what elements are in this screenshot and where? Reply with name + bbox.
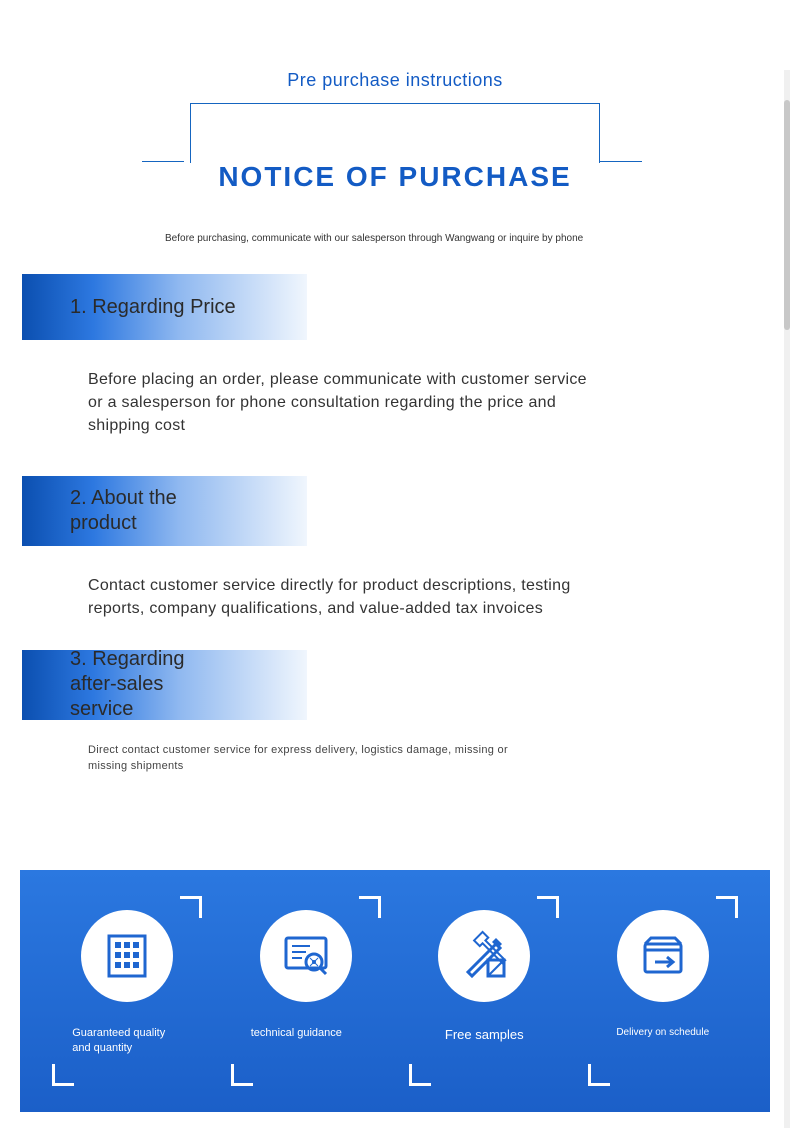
- corner-bracket-icon: [359, 896, 381, 918]
- corner-bracket-icon: [231, 1064, 253, 1086]
- footer-card-caption: Guaranteed quality and quantity: [72, 1026, 182, 1056]
- section-heading-label: 1. Regarding Price: [22, 295, 236, 320]
- corner-bracket-icon: [716, 896, 738, 918]
- pre-purchase-title: Pre purchase instructions: [105, 70, 685, 91]
- section-3: 3. Regarding after-sales service Direct c…: [0, 650, 790, 775]
- corner-bracket-icon: [180, 896, 202, 918]
- corner-bracket-icon: [409, 1064, 431, 1086]
- corner-bracket-icon: [588, 1064, 610, 1086]
- section-heading-bar: 1. Regarding Price: [22, 274, 307, 340]
- section-1: 1. Regarding Price Before placing an orde…: [0, 274, 790, 438]
- scrollbar-thumb[interactable]: [784, 100, 790, 330]
- section-body: Contact customer service directly for pr…: [88, 574, 588, 620]
- header-subtitle: Before purchasing, communicate with our …: [105, 233, 685, 244]
- sections-container: 1. Regarding Price Before placing an orde…: [0, 274, 790, 775]
- footer-card-caption: Delivery on schedule: [608, 1026, 718, 1040]
- section-body: Direct contact customer service for expr…: [88, 742, 538, 775]
- corner-bracket-icon: [537, 896, 559, 918]
- footer-panel: Guaranteed quality and quantity technical…: [20, 870, 770, 1112]
- section-2: 2. About the product Contact customer ser…: [0, 476, 790, 620]
- report-icon: [260, 910, 352, 1002]
- section-heading-bar: 3. Regarding after-sales service: [22, 650, 307, 720]
- corner-bracket-icon: [52, 1064, 74, 1086]
- tools-icon: [438, 910, 530, 1002]
- building-icon: [81, 910, 173, 1002]
- box-arrow-icon: [617, 910, 709, 1002]
- section-body: Before placing an order, please communic…: [88, 368, 588, 438]
- section-heading-label: 2. About the product: [22, 486, 192, 536]
- main-title: NOTICE OF PURCHASE: [208, 161, 581, 193]
- footer-card-caption: Free samples: [429, 1026, 539, 1044]
- section-heading-label: 3. Regarding after-sales service: [22, 647, 192, 722]
- header: Pre purchase instructions NOTICE OF PURC…: [105, 70, 685, 244]
- footer-card-caption: technical guidance: [251, 1026, 361, 1041]
- section-heading-bar: 2. About the product: [22, 476, 307, 546]
